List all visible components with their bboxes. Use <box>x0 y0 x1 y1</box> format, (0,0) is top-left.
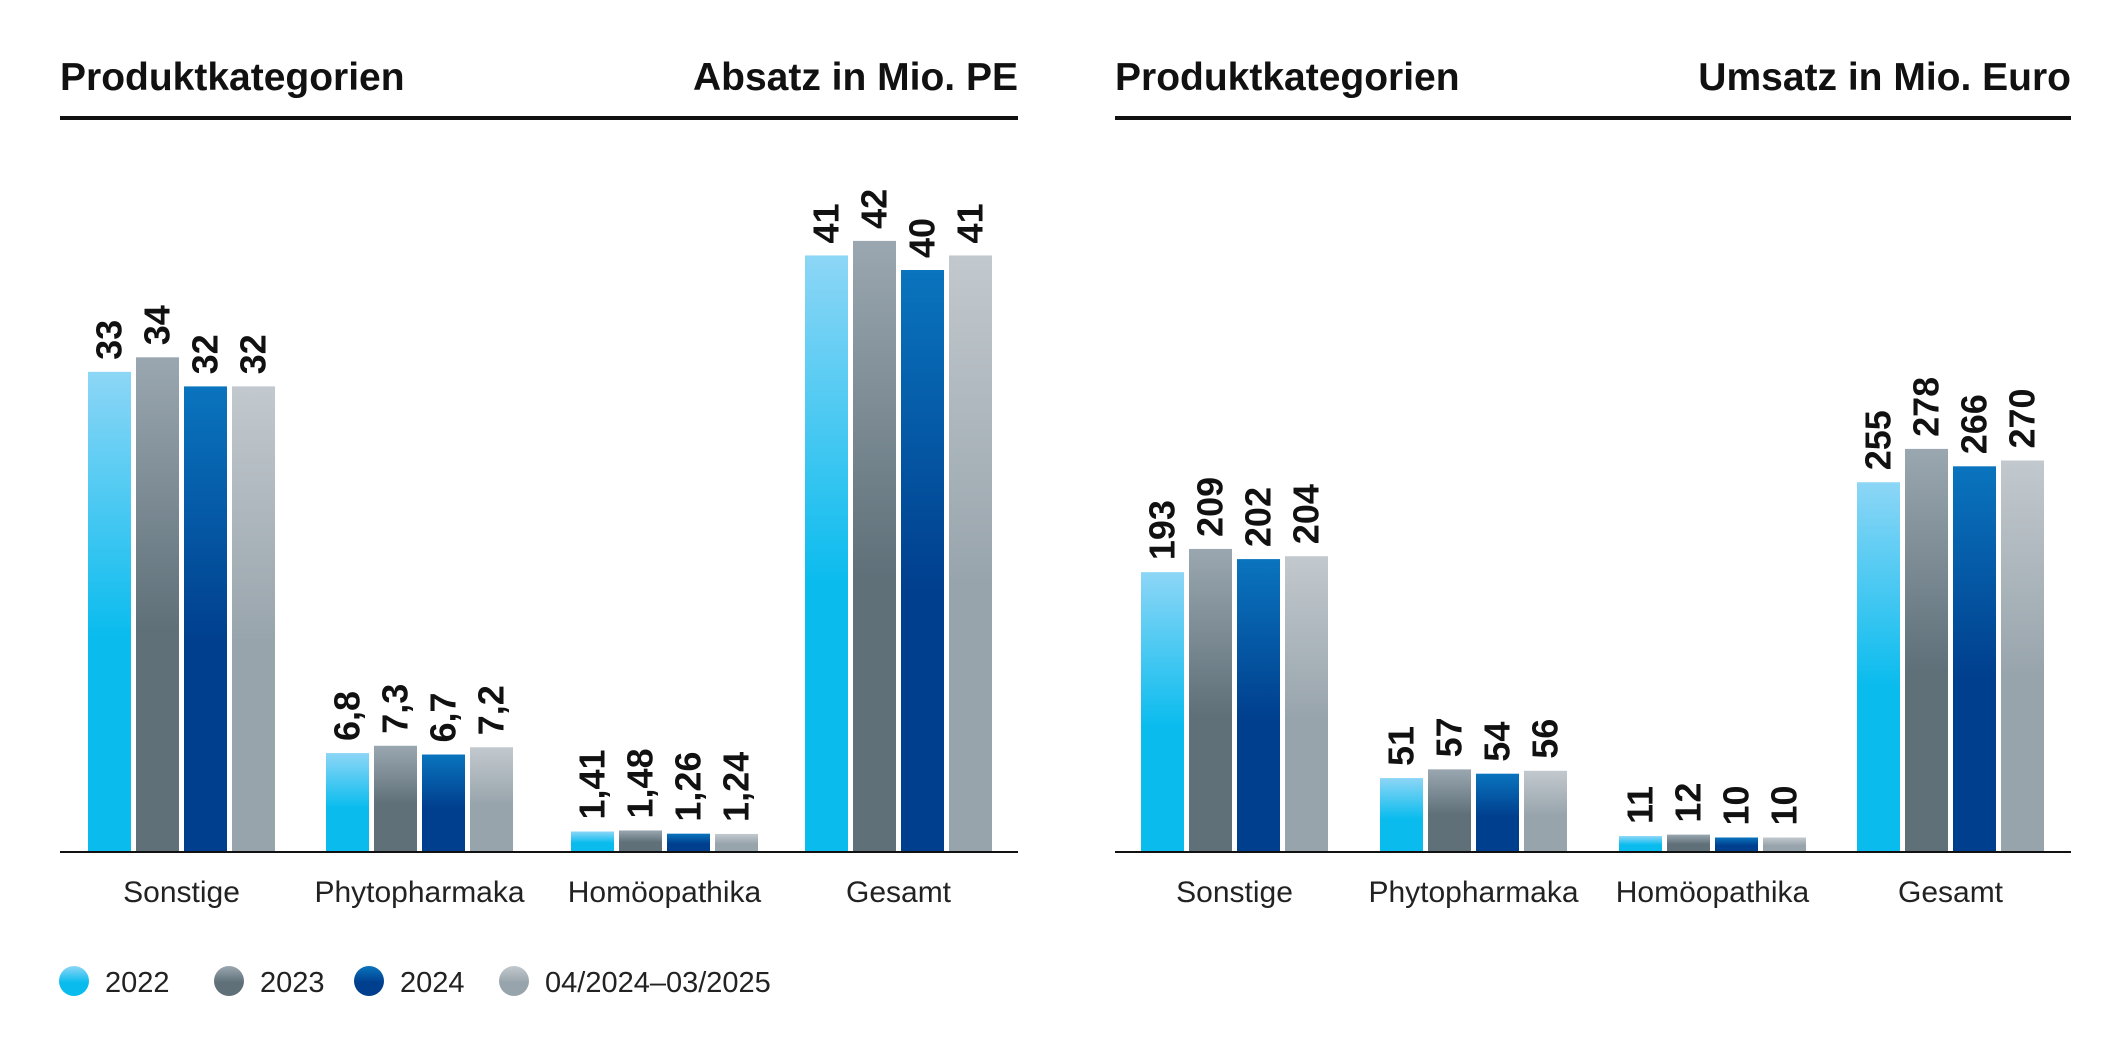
data-label: 33 <box>89 320 130 360</box>
category-label: Sonstige <box>123 876 240 909</box>
category-label: Sonstige <box>1176 876 1293 909</box>
bar <box>136 357 179 852</box>
data-label: 266 <box>1954 394 1995 454</box>
data-label: 40 <box>902 218 943 258</box>
data-label: 255 <box>1858 410 1899 470</box>
bar <box>374 745 417 852</box>
legend-label: 2022 <box>105 967 170 999</box>
data-label: 32 <box>185 334 226 374</box>
bar <box>1476 773 1519 852</box>
data-label: 41 <box>950 203 991 243</box>
data-label: 42 <box>854 189 895 229</box>
chart-title-left: Produktkategorien <box>60 56 405 99</box>
bar <box>1524 770 1567 852</box>
bar <box>1285 556 1328 852</box>
data-label: 270 <box>2002 388 2043 448</box>
bar <box>949 255 992 852</box>
data-label: 56 <box>1525 719 1566 759</box>
data-label: 6,8 <box>327 691 368 741</box>
header-rule <box>1115 116 2071 120</box>
bar <box>1141 572 1184 852</box>
chart-title-right: Umsatz in Mio. Euro <box>1698 56 2071 99</box>
bar <box>805 255 848 852</box>
x-axis-line <box>60 851 1018 853</box>
bar <box>184 386 227 852</box>
chart-title-right: Absatz in Mio. PE <box>693 56 1018 99</box>
data-label: 6,7 <box>423 692 464 742</box>
category-label: Phytopharmaka <box>314 876 524 909</box>
data-label: 57 <box>1429 717 1470 757</box>
data-label: 209 <box>1190 477 1231 537</box>
legend-swatch <box>499 966 529 996</box>
data-label: 7,3 <box>375 684 416 734</box>
data-label: 278 <box>1906 377 1947 437</box>
bar <box>232 386 275 852</box>
bar <box>1380 778 1423 852</box>
bar <box>1667 834 1710 852</box>
bar <box>1428 769 1471 852</box>
bar <box>2001 460 2044 852</box>
data-label: 41 <box>806 203 847 243</box>
legend-swatch <box>214 966 244 996</box>
chart-title-left: Produktkategorien <box>1115 56 1460 99</box>
bar <box>1715 837 1758 852</box>
bar <box>1237 559 1280 852</box>
data-label: 1,26 <box>668 752 709 822</box>
header-rule <box>60 116 1018 120</box>
data-label: 12 <box>1668 783 1709 823</box>
data-label: 10 <box>1764 785 1805 825</box>
bar <box>1905 448 1948 852</box>
data-label: 51 <box>1381 726 1422 766</box>
data-label: 1,24 <box>716 752 757 822</box>
bar <box>326 753 369 852</box>
category-label: Phytopharmaka <box>1368 876 1578 909</box>
data-label: 204 <box>1286 484 1327 544</box>
bar <box>470 747 513 852</box>
data-label: 10 <box>1716 785 1757 825</box>
bar <box>1763 837 1806 852</box>
bar <box>1619 836 1662 852</box>
bar <box>667 833 710 852</box>
category-label: Homöopathika <box>568 876 762 909</box>
data-label: 202 <box>1238 487 1279 547</box>
bar <box>619 830 662 852</box>
bar <box>715 833 758 852</box>
data-label: 1,48 <box>620 748 661 818</box>
data-label: 54 <box>1477 722 1518 762</box>
bar <box>422 754 465 852</box>
bar <box>88 371 131 852</box>
bar <box>571 831 614 852</box>
bar <box>1953 466 1996 852</box>
legend-label: 04/2024–03/2025 <box>545 967 771 999</box>
bar <box>901 270 944 852</box>
category-label: Gesamt <box>1898 876 2004 909</box>
category-label: Homöopathika <box>1616 876 1810 909</box>
legend-label: 2024 <box>400 967 465 999</box>
data-label: 1,41 <box>572 749 613 819</box>
bar <box>1857 482 1900 852</box>
data-label: 11 <box>1620 786 1661 824</box>
data-label: 34 <box>137 305 178 345</box>
data-label: 7,2 <box>471 685 512 735</box>
legend-label: 2023 <box>260 967 325 999</box>
x-axis-line <box>1115 851 2071 853</box>
category-label: Gesamt <box>846 876 952 909</box>
data-label: 32 <box>233 334 274 374</box>
data-label: 193 <box>1142 500 1183 560</box>
bar <box>1189 548 1232 852</box>
bar <box>853 240 896 852</box>
legend: 2022 2023 2024 04/2024–03/2025 <box>59 966 771 999</box>
legend-swatch <box>59 966 89 996</box>
legend-swatch <box>354 966 384 996</box>
